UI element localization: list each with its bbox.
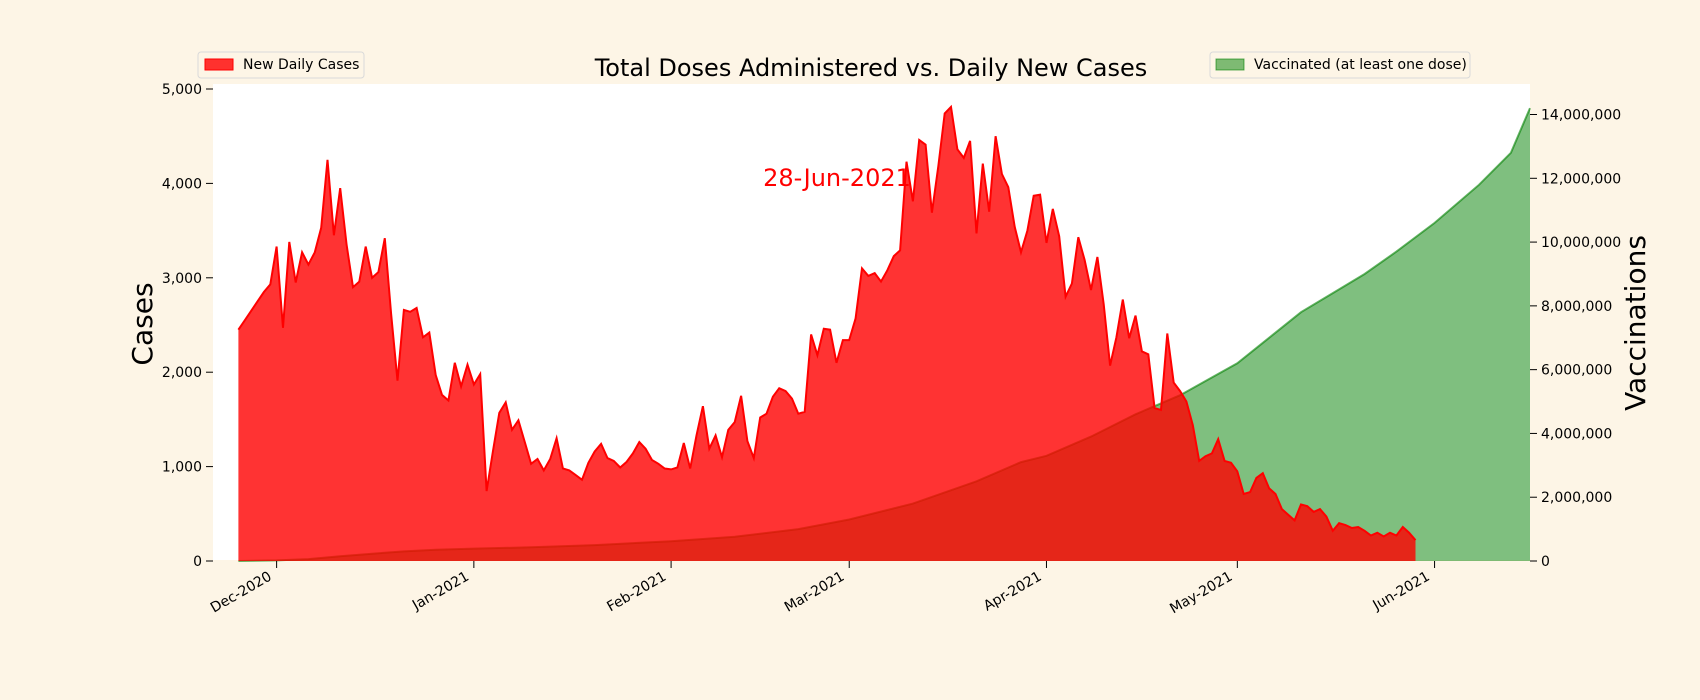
date-annotation: 28-Jun-2021: [763, 164, 911, 192]
vaccinations-area: [238, 108, 1530, 561]
left-axis-title: Cases: [126, 282, 159, 365]
left-tick-label: 3,000: [162, 271, 202, 287]
legend-vaccinations-label: Vaccinated (at least one dose): [1254, 57, 1467, 73]
left-tick-label: 5,000: [162, 82, 202, 98]
cases-area-layer: [237, 104, 1417, 562]
right-axis: 0 2,000,000 4,000,000 6,000,000 8,000,000 10,…: [1530, 108, 1621, 570]
left-tick-label: 0: [193, 554, 202, 570]
left-tick-label: 4,000: [162, 176, 202, 192]
right-tick-label: 8,000,000: [1541, 299, 1612, 315]
right-tick-label: 6,000,000: [1541, 363, 1612, 379]
cases-line: [237, 104, 1417, 541]
legend-cases-label: New Daily Cases: [243, 57, 359, 73]
right-tick-label: 10,000,000: [1541, 235, 1621, 251]
right-tick-label: 0: [1541, 554, 1550, 570]
legend-cases-swatch: [204, 58, 234, 71]
right-tick-label: 4,000,000: [1541, 426, 1612, 442]
legend-cases-box: [197, 51, 365, 79]
legend-vaccinations-box: [1209, 51, 1471, 79]
chart-title: Total Doses Administered vs. Daily New C…: [594, 54, 1148, 82]
right-tick-label: 12,000,000: [1541, 171, 1621, 187]
right-tick-label: 2,000,000: [1541, 490, 1612, 506]
left-tick-label: 1,000: [162, 460, 202, 476]
cases-area: [238, 106, 1416, 562]
left-tick-label: 2,000: [162, 365, 202, 381]
right-tick-label: 14,000,000: [1541, 108, 1621, 124]
legend-vaccinations-swatch: [1215, 58, 1245, 71]
right-axis-title: Vaccinations: [1619, 235, 1652, 411]
legend-vaccinations: Vaccinated (at least one dose): [1209, 51, 1471, 79]
left-axis: 0 1,000 2,000 3,000 4,000 5,000: [162, 82, 213, 570]
legend-cases: New Daily Cases: [197, 51, 365, 79]
